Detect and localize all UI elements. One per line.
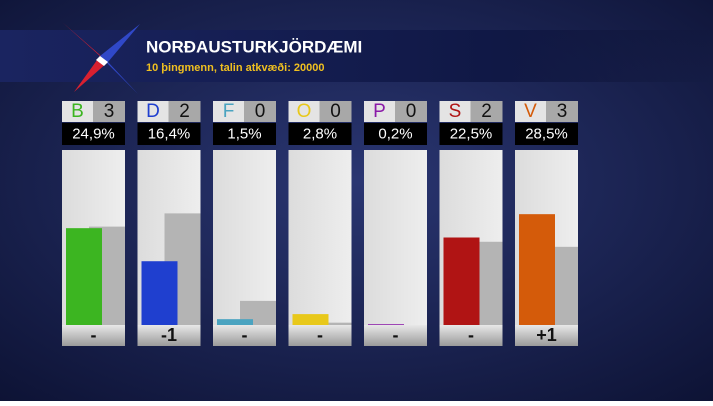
bar	[217, 319, 253, 325]
percent-label: 24,9%	[72, 125, 115, 142]
party-letter: S	[449, 101, 462, 122]
seat-box	[244, 101, 276, 122]
letter-box	[137, 101, 169, 122]
subtitle: 10 þingmenn, talin atkvæði: 20000	[146, 62, 325, 74]
change-box	[364, 325, 427, 346]
change-label: -	[242, 325, 248, 345]
party-letter: F	[223, 101, 235, 122]
percent-label: 0,2%	[378, 125, 412, 142]
change-label: -	[393, 325, 399, 345]
bar	[141, 261, 178, 325]
seats: 0	[255, 101, 266, 122]
change-box	[288, 325, 352, 346]
change-label: -	[91, 325, 97, 345]
percent-label: 2,8%	[303, 125, 337, 142]
seat-box	[93, 101, 125, 122]
change-label: -	[468, 325, 474, 345]
party-letter: O	[297, 101, 312, 122]
letter-box	[288, 101, 320, 122]
letter-box	[364, 101, 395, 122]
percent-box	[213, 123, 276, 145]
seat-box	[546, 101, 578, 122]
party-letter: B	[71, 101, 84, 122]
seat-box	[168, 101, 201, 122]
seats: 3	[557, 101, 568, 122]
percent-label: 1,5%	[227, 125, 261, 142]
panel	[364, 150, 427, 325]
change-box	[137, 325, 201, 346]
letter-box	[213, 101, 244, 122]
party-letter: V	[524, 101, 537, 122]
previous-bar	[315, 322, 352, 325]
panel	[288, 150, 352, 325]
change-label: -	[317, 325, 323, 345]
seat-box	[395, 101, 427, 122]
header-band	[0, 30, 713, 82]
percent-box	[62, 123, 125, 145]
change-box	[515, 325, 578, 346]
panel	[213, 150, 276, 325]
seat-box	[470, 101, 503, 122]
seat-box	[319, 101, 352, 122]
bar	[443, 237, 480, 325]
logo	[62, 22, 140, 94]
change-label: -1	[161, 325, 177, 345]
party-letter: D	[146, 101, 160, 122]
percent-label: 22,5%	[450, 125, 493, 142]
percent-box	[515, 123, 578, 145]
bar	[368, 324, 404, 325]
letter-box	[439, 101, 471, 122]
change-box	[439, 325, 503, 346]
percent-box	[288, 123, 352, 145]
title: NORÐAUSTURKJÖRDÆMI	[146, 37, 362, 56]
party-letter: P	[373, 101, 386, 122]
seats: 2	[179, 101, 190, 122]
percent-box	[364, 123, 427, 145]
seats: 3	[104, 101, 115, 122]
change-label: +1	[536, 325, 557, 345]
letter-box	[62, 101, 93, 122]
change-box	[213, 325, 276, 346]
seats: 0	[330, 101, 341, 122]
change-box	[62, 325, 125, 346]
percent-label: 16,4%	[148, 125, 191, 142]
percent-label: 28,5%	[525, 125, 568, 142]
seats: 2	[481, 101, 492, 122]
bar	[519, 214, 555, 325]
percent-box	[137, 123, 201, 145]
bar	[292, 314, 329, 325]
bar	[66, 228, 102, 325]
percent-box	[439, 123, 503, 145]
seats: 0	[406, 101, 417, 122]
letter-box	[515, 101, 546, 122]
